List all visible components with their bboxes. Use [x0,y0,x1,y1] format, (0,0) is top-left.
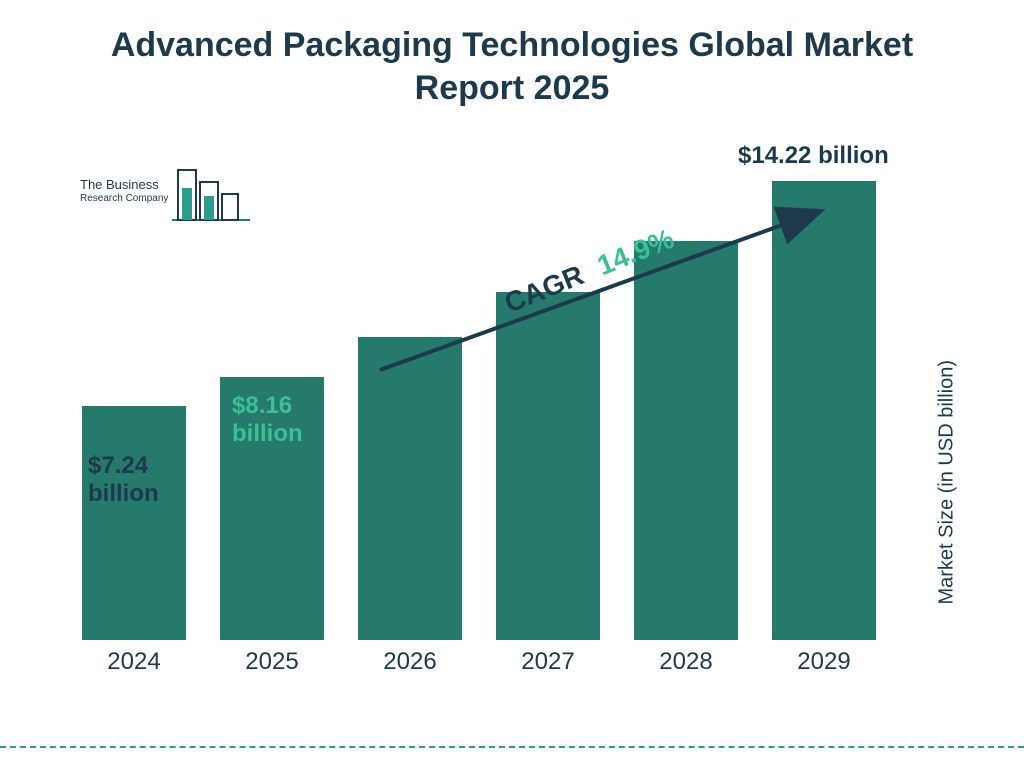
value-label-l1: $8.16 [232,392,292,419]
value-label-l1: $7.24 [88,452,148,479]
value-label-2029: $14.22 billion [738,142,889,170]
x-label-2025: 2025 [220,648,324,676]
x-label-2029: 2029 [772,648,876,676]
y-axis-label: Market Size (in USD billion) [936,360,959,605]
bar-2026 [358,337,462,640]
x-label-2024: 2024 [82,648,186,676]
x-label-2027: 2027 [496,648,600,676]
x-label-2028: 2028 [634,648,738,676]
bottom-dashed-divider [0,746,1024,748]
value-label-l2: billion [88,480,159,507]
value-label-2024: $7.24 billion [88,452,159,507]
chart-area: $7.24 billion $8.16 billion $14.22 billi… [70,140,930,680]
bar-2024 [82,406,186,640]
chart-title: Advanced Packaging Technologies Global M… [0,24,1024,109]
value-label-l2: billion [232,420,303,447]
cagr-annotation: CAGR 14.9% [370,200,840,380]
value-label-l1: $14.22 billion [738,142,889,169]
growth-arrow-icon [370,200,840,380]
value-label-2025: $8.16 billion [232,392,303,447]
x-label-2026: 2026 [358,648,462,676]
